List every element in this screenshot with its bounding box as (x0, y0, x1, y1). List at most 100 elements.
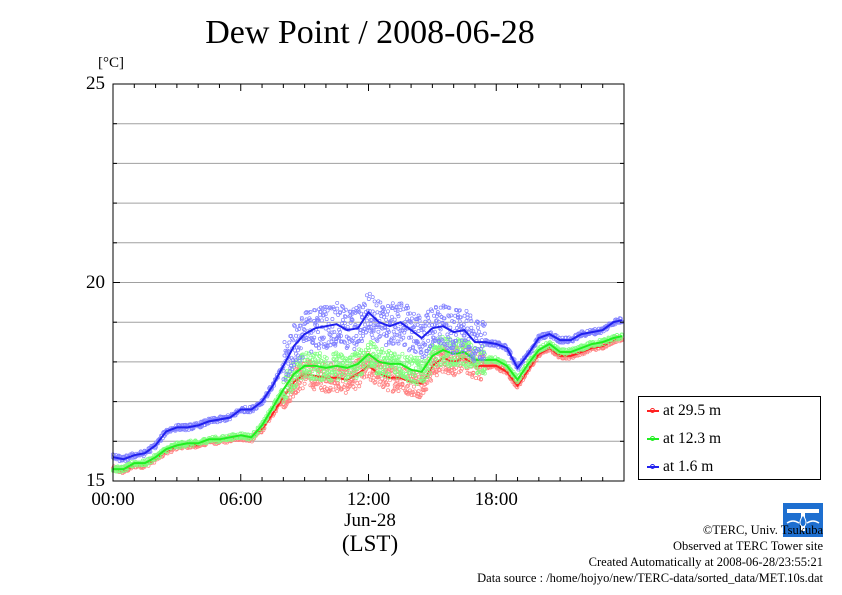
data-point (392, 317, 397, 322)
legend: at 29.5 m at 12.3 m at 1.6 m (638, 396, 821, 480)
data-point (422, 378, 427, 383)
data-point (335, 370, 340, 375)
data-point (347, 359, 352, 364)
data-point (466, 347, 471, 352)
data-point (294, 389, 298, 394)
data-point (310, 376, 315, 381)
data-point (445, 341, 450, 346)
data-point (416, 378, 421, 383)
data-point (371, 327, 376, 332)
data-point (308, 383, 313, 388)
data-point (321, 374, 326, 379)
data-point (432, 322, 437, 327)
data-point (363, 303, 367, 308)
data-point (470, 374, 475, 379)
data-point (392, 352, 397, 357)
data-point (333, 367, 338, 372)
data-point (481, 350, 486, 355)
x-axis-timezone: (LST) (341, 531, 399, 556)
data-point (315, 316, 320, 321)
data-point (313, 351, 318, 356)
data-point (363, 322, 367, 327)
data-point (330, 317, 335, 321)
data-point (477, 348, 481, 353)
data-point (395, 307, 400, 312)
data-point (412, 373, 417, 378)
data-point (386, 341, 391, 346)
data-point (330, 370, 335, 375)
data-point (425, 380, 430, 385)
legend-label: at 12.3 m (663, 430, 722, 447)
data-point (316, 330, 320, 335)
data-point (367, 328, 372, 333)
data-point (386, 309, 390, 314)
data-point (335, 300, 340, 305)
data-point (296, 345, 301, 350)
credits: ©TERC, Univ. Tsukuba Observed at TERC To… (477, 522, 823, 586)
data-point (386, 375, 391, 380)
data-point (405, 355, 410, 360)
data-point (318, 341, 323, 346)
data-point (310, 369, 315, 374)
data-point (318, 305, 323, 310)
data-point (423, 342, 428, 347)
data-point (344, 357, 349, 362)
data-point (426, 315, 431, 320)
data-point (199, 425, 204, 429)
data-point (381, 311, 386, 316)
data-point (282, 353, 287, 358)
data-point (329, 378, 334, 383)
data-point (442, 321, 447, 326)
data-point (450, 319, 455, 324)
data-point (404, 306, 409, 311)
data-point (295, 389, 300, 393)
data-point (458, 315, 463, 320)
data-point (446, 371, 451, 376)
data-point (347, 361, 352, 366)
data-point (319, 388, 324, 392)
data-point (411, 379, 416, 384)
data-point (297, 380, 302, 385)
data-point (373, 380, 378, 384)
data-point (312, 353, 317, 358)
data-point (441, 305, 446, 310)
data-point (319, 318, 324, 323)
data-point (381, 309, 386, 313)
data-point (285, 348, 290, 353)
data-point (447, 314, 452, 319)
data-point (322, 305, 327, 310)
data-point (440, 338, 445, 343)
data-point (437, 336, 442, 341)
data-point (438, 363, 443, 368)
data-point (401, 386, 406, 391)
data-point (317, 346, 321, 351)
data-point (348, 355, 353, 360)
data-point (375, 355, 380, 360)
data-point (396, 341, 401, 346)
data-point (455, 363, 460, 367)
data-point (396, 358, 401, 363)
data-point (410, 346, 415, 351)
data-point (316, 371, 320, 376)
data-point (286, 373, 291, 377)
data-point (391, 388, 396, 393)
data-point (338, 310, 343, 315)
data-point (414, 382, 419, 387)
data-source-text: Data source : /home/hojyo/new/TERC-data/… (477, 571, 823, 585)
data-point (435, 310, 440, 315)
data-point (426, 309, 431, 314)
data-point (422, 382, 427, 387)
data-point (371, 375, 376, 380)
data-point (331, 387, 336, 392)
data-point (433, 305, 438, 310)
data-point (315, 323, 320, 328)
data-point (290, 367, 295, 371)
data-point (386, 329, 391, 334)
data-point (300, 352, 305, 357)
data-point (366, 325, 371, 330)
data-point (340, 317, 345, 322)
data-point (397, 332, 402, 337)
data-point (413, 366, 418, 371)
data-point (382, 374, 387, 378)
data-point (455, 354, 459, 359)
